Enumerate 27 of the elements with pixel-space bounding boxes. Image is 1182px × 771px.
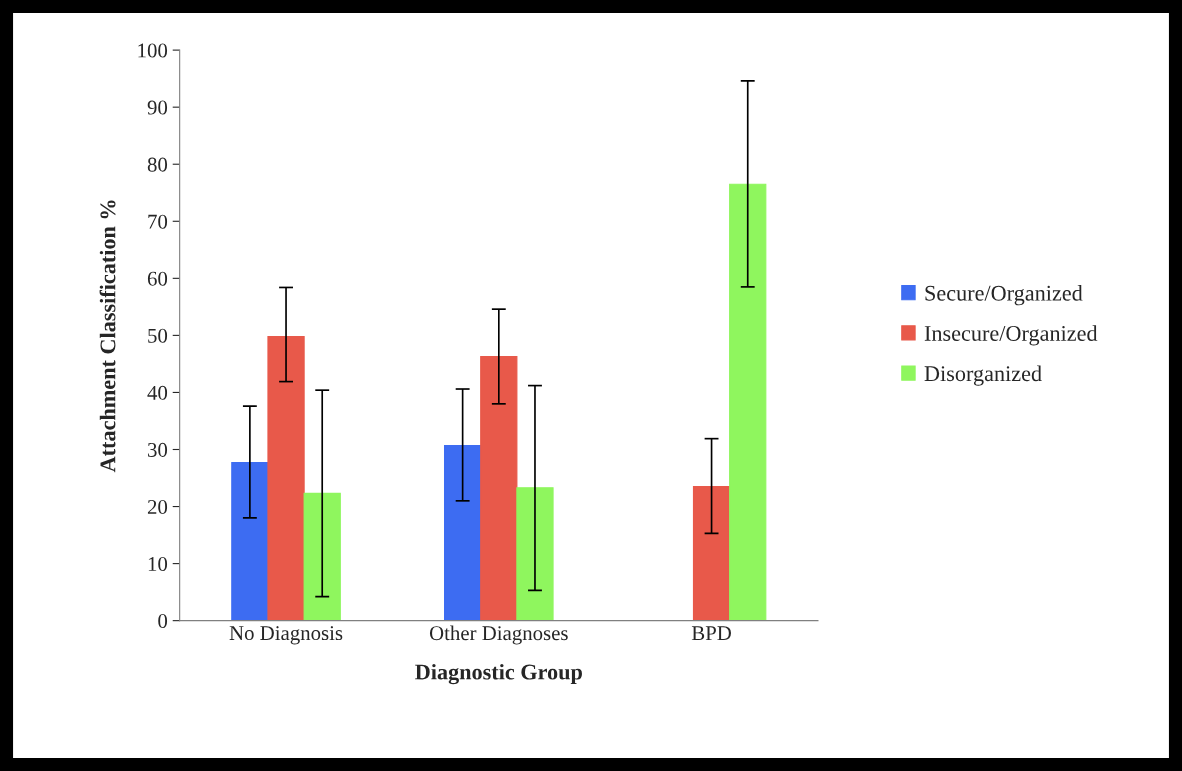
y-tick-label: 20 [147,499,168,514]
bar [267,335,305,621]
y-tick-label: 0 [158,614,168,629]
legend-label: Disorganized [924,365,1042,386]
bar [443,444,482,621]
y-tick-label: 80 [147,157,168,172]
legend-label: Insecure/Organized [924,325,1098,346]
y-tick-label: 10 [148,556,168,572]
y-tick-label: 60 [147,271,168,286]
x-axis-title: Diagnostic Group [415,663,582,685]
y-tick-label: 90 [147,100,168,115]
y-axis-title: Attachment Classification % [99,200,116,473]
x-tick-label: No Diagnosis [229,626,343,645]
y-tick-label: 50 [148,328,168,343]
bar [231,462,269,621]
x-tick-label: Other Diagnoses [429,625,568,645]
bar [729,183,767,621]
bar [516,487,554,621]
x-tick-label: BPD [691,626,731,641]
y-tick-label: 100 [138,43,168,58]
y-tick-label: 30 [148,442,168,457]
bar [692,486,731,621]
y-tick-label: 70 [148,214,168,229]
bar [303,492,341,621]
bar [480,355,518,621]
y-tick-label: 40 [147,385,168,400]
legend-label: Secure/Organized [925,285,1083,306]
